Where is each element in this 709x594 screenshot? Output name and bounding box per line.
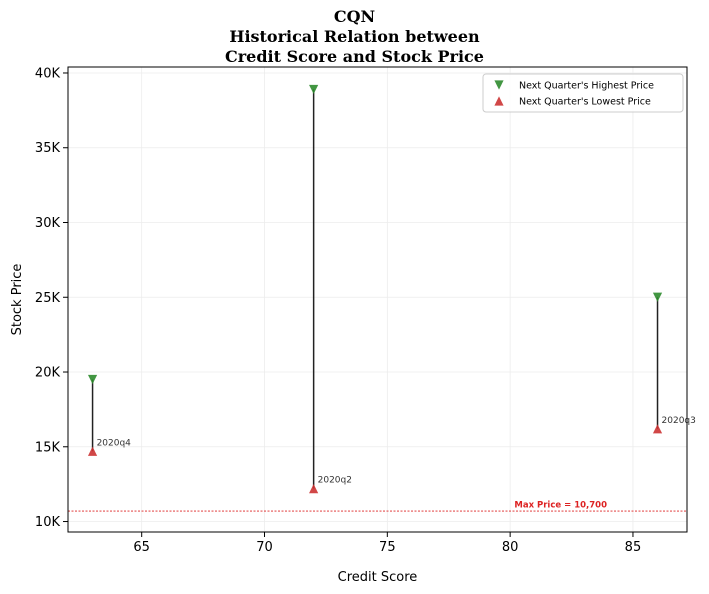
legend-marker bbox=[494, 80, 504, 90]
legend-label: Next Quarter's Highest Price bbox=[519, 81, 654, 92]
high-price-marker bbox=[87, 374, 98, 385]
reference-line-group: Max Price = 10,700 bbox=[68, 501, 687, 512]
y-tick-label: 15K bbox=[35, 440, 61, 455]
plot-frame bbox=[67, 66, 688, 533]
x-tick-label: 65 bbox=[133, 540, 150, 555]
y-tick-label: 40K bbox=[35, 66, 61, 81]
markers bbox=[87, 84, 663, 494]
reference-line-label: Max Price = 10,700 bbox=[514, 501, 607, 511]
y-tick-label: 30K bbox=[35, 216, 61, 231]
chart-title-line-1: CQN bbox=[333, 7, 376, 26]
quarter-annotation: 2020q4 bbox=[97, 438, 132, 448]
y-tick-label: 10K bbox=[35, 515, 61, 530]
quarter-annotation: 2020q2 bbox=[318, 476, 352, 486]
grid bbox=[68, 67, 687, 532]
y-tick-label: 25K bbox=[35, 291, 61, 306]
chart-title-line-2: Historical Relation between bbox=[229, 27, 480, 46]
x-tick-label: 70 bbox=[256, 540, 273, 555]
low-price-marker bbox=[87, 446, 98, 456]
y-axis-label: Stock Price bbox=[10, 264, 25, 336]
annotations: 2020q4 2020q2 2020q3 bbox=[97, 416, 696, 486]
range-lines bbox=[91, 89, 659, 489]
x-tick-label: 80 bbox=[502, 540, 519, 555]
x-axis-label: Credit Score bbox=[338, 570, 418, 585]
legend: Next Quarter's Highest Price Next Quarter… bbox=[482, 73, 684, 113]
x-axis-ticks: 65 70 75 80 85 bbox=[133, 532, 641, 555]
legend-box bbox=[482, 73, 684, 113]
y-tick-label: 20K bbox=[35, 366, 61, 381]
quarter-annotation: 2020q3 bbox=[662, 416, 696, 426]
high-price-marker bbox=[652, 292, 663, 302]
y-axis-ticks: 10K 15K 20K 25K 30K 35K 40K bbox=[35, 66, 68, 530]
chart-title-line-3: Credit Score and Stock Price bbox=[225, 47, 484, 66]
low-price-marker bbox=[309, 484, 319, 494]
x-tick-label: 75 bbox=[379, 540, 396, 555]
x-tick-label: 85 bbox=[625, 540, 642, 555]
low-price-marker bbox=[652, 424, 663, 434]
high-price-marker bbox=[309, 84, 319, 95]
y-tick-label: 35K bbox=[35, 141, 61, 156]
legend-label: Next Quarter's Lowest Price bbox=[519, 97, 651, 108]
legend-marker bbox=[494, 96, 504, 106]
